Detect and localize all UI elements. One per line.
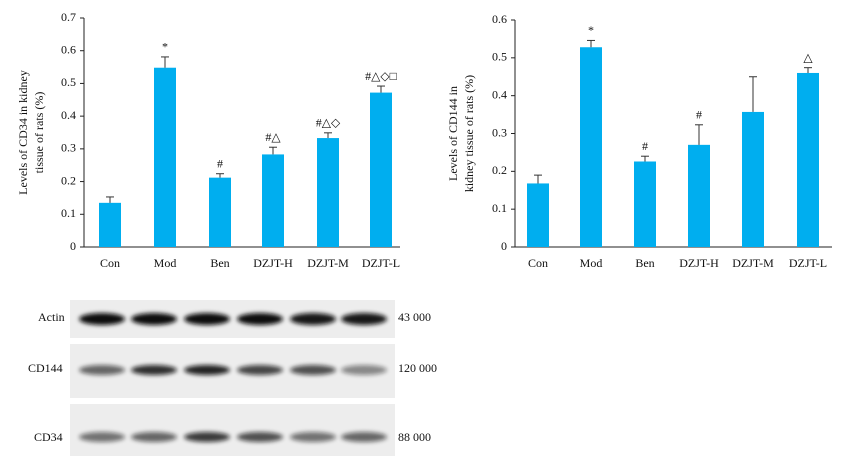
bar <box>370 92 392 248</box>
bar <box>154 67 176 248</box>
bar <box>527 183 549 247</box>
blot-band <box>79 365 125 375</box>
y-tick-label: 0.1 <box>61 206 76 220</box>
blot-band <box>79 313 125 325</box>
significance-mark: #△ <box>265 130 281 144</box>
y-tick-label: 0.3 <box>61 141 76 155</box>
y-tick-label: 0.4 <box>61 108 76 122</box>
y-tick-label: 0 <box>501 239 507 253</box>
significance-mark: # <box>642 139 648 153</box>
x-tick-label: Mod <box>154 256 177 270</box>
blot-band <box>79 432 125 442</box>
significance-mark: * <box>588 23 594 37</box>
x-tick-label: DZJT-L <box>789 256 827 270</box>
protein-label: CD34 <box>34 430 63 444</box>
bar <box>797 72 819 247</box>
y-tick-label: 0.5 <box>492 50 507 64</box>
y-tick-label: 0.2 <box>61 173 76 187</box>
protein-label: Actin <box>38 310 65 324</box>
blot-band <box>290 313 336 325</box>
bar <box>580 47 602 247</box>
y-tick-label: 0.6 <box>492 12 507 26</box>
x-tick-label: DZJT-L <box>362 256 400 270</box>
blot-band <box>184 313 230 325</box>
blot-band <box>131 432 177 442</box>
x-tick-label: Con <box>528 256 548 270</box>
blot-band <box>341 365 387 375</box>
blot-band <box>184 365 230 375</box>
significance-mark: # <box>217 156 223 170</box>
y-axis-label-line: Levels of CD144 in <box>446 86 460 181</box>
bar <box>317 138 339 247</box>
y-tick-label: 0 <box>70 239 76 253</box>
y-tick-label: 0.1 <box>492 201 507 215</box>
blot-band <box>237 313 283 325</box>
blot-band <box>237 432 283 442</box>
y-tick-label: 0.6 <box>61 42 76 56</box>
significance-mark: △ <box>803 50 813 64</box>
blot-band <box>290 432 336 442</box>
significance-mark: #△◇□ <box>365 69 397 83</box>
bar <box>209 177 231 247</box>
x-tick-label: DZJT-H <box>679 256 719 270</box>
x-tick-label: DZJT-H <box>253 256 293 270</box>
y-tick-label: 0.3 <box>492 125 507 139</box>
blot-band <box>237 365 283 375</box>
significance-mark: # <box>696 108 702 122</box>
blot-band <box>341 432 387 442</box>
blot-band <box>184 432 230 442</box>
y-axis-label-line: Levels of CD34 in kidney <box>16 70 30 195</box>
x-tick-label: Ben <box>635 256 654 270</box>
y-tick-label: 0.2 <box>492 163 507 177</box>
protein-label: CD144 <box>28 361 63 375</box>
blot-band <box>131 365 177 375</box>
y-tick-label: 0.7 <box>61 10 76 24</box>
y-axis-label: Levels of CD34 in kidney tissue of rats (… <box>16 70 46 195</box>
blot-panel <box>70 404 395 456</box>
bar <box>688 144 710 247</box>
y-tick-label: 0.4 <box>492 87 507 101</box>
y-tick-label: 0.5 <box>61 75 76 89</box>
y-axis-label-line: tissue of rats (%) <box>32 92 46 174</box>
x-tick-label: DZJT-M <box>732 256 774 270</box>
molecular-weight: 88 000 <box>398 430 431 444</box>
x-tick-label: DZJT-M <box>307 256 349 270</box>
x-tick-label: Ben <box>210 256 229 270</box>
significance-mark: * <box>162 40 168 54</box>
y-axis-label-line: kidney tissue of rats (%) <box>462 75 476 192</box>
x-tick-label: Con <box>100 256 120 270</box>
blot-band <box>131 313 177 325</box>
bar <box>99 202 121 247</box>
bar <box>634 161 656 247</box>
blot-band <box>290 365 336 375</box>
bar <box>742 111 764 247</box>
significance-mark: #△◇ <box>316 116 341 130</box>
y-axis-label: Levels of CD144 in kidney tissue of rats … <box>446 75 476 192</box>
molecular-weight: 43 000 <box>398 310 431 324</box>
bar <box>262 154 284 247</box>
blot-band <box>341 313 387 325</box>
x-tick-label: Mod <box>580 256 603 270</box>
molecular-weight: 120 000 <box>398 361 437 375</box>
